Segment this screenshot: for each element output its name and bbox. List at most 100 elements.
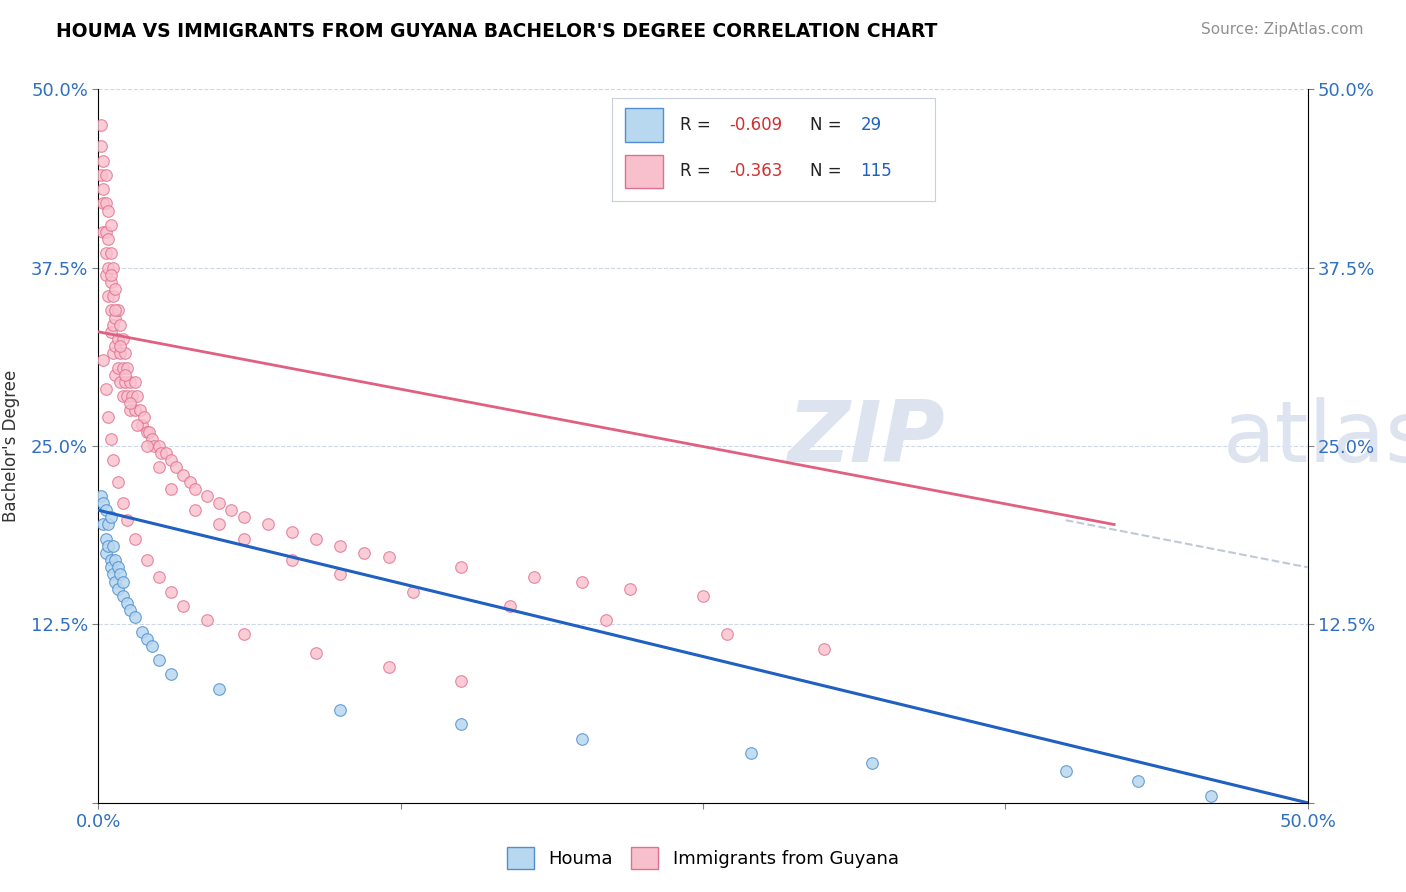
Point (141, 639, 163, 653)
Point (101, 318, 124, 332)
Point (97, 289, 120, 303)
Point (94, 503, 117, 517)
Point (135, 553, 157, 567)
Point (117, 513, 139, 527)
Point (94, 546, 117, 560)
Point (127, 417, 149, 432)
Point (150, 446, 173, 460)
Point (135, 425, 157, 439)
Point (91, 153, 114, 168)
Point (111, 332, 134, 346)
Point (232, 532, 254, 546)
Point (90, 489, 112, 503)
Point (107, 582, 129, 596)
Point (91, 353, 114, 368)
Point (117, 596, 139, 610)
Point (523, 570, 546, 584)
Point (571, 574, 593, 589)
Point (498, 599, 520, 613)
Point (160, 482, 183, 496)
Point (208, 496, 231, 510)
Point (595, 613, 617, 627)
Point (160, 667, 183, 681)
Point (740, 746, 762, 760)
Point (101, 539, 124, 553)
Point (97, 260, 120, 275)
Point (108, 375, 131, 389)
Point (155, 446, 177, 460)
Point (377, 550, 399, 565)
Point (104, 574, 127, 589)
Point (91, 517, 114, 532)
Point (131, 624, 153, 639)
Point (716, 627, 738, 641)
Point (107, 475, 129, 489)
Point (134, 410, 156, 425)
Point (148, 653, 170, 667)
Point (118, 375, 141, 389)
Point (256, 517, 278, 532)
Point (143, 439, 166, 453)
Point (281, 524, 304, 539)
Point (114, 346, 136, 360)
Point (111, 496, 134, 510)
Point (131, 417, 153, 432)
Point (450, 560, 472, 574)
Text: atlas: atlas (1223, 397, 1406, 481)
Point (104, 553, 127, 567)
Legend: Houma, Immigrants from Guyana: Houma, Immigrants from Guyana (501, 839, 905, 876)
Point (107, 303, 129, 318)
Point (208, 517, 231, 532)
Point (108, 318, 131, 332)
Point (94, 168, 117, 182)
Point (104, 339, 127, 353)
Point (91, 225, 114, 239)
Point (232, 627, 254, 641)
Point (329, 567, 352, 582)
Point (100, 432, 122, 446)
Point (619, 582, 641, 596)
Point (148, 460, 170, 475)
Point (100, 560, 122, 574)
Point (100, 268, 122, 282)
Point (100, 510, 122, 524)
Text: N =: N = (810, 162, 848, 180)
Point (118, 403, 141, 417)
Point (1199, 789, 1222, 803)
Point (101, 453, 124, 467)
Point (305, 532, 328, 546)
Point (160, 453, 183, 467)
Point (221, 503, 243, 517)
Point (184, 482, 207, 496)
Point (184, 503, 207, 517)
Point (118, 603, 141, 617)
Point (135, 632, 157, 646)
Point (124, 375, 146, 389)
Point (329, 539, 352, 553)
Text: R =: R = (679, 162, 716, 180)
Point (813, 641, 835, 656)
Point (91, 496, 114, 510)
Point (97, 410, 120, 425)
Point (208, 681, 231, 696)
Point (94, 196, 117, 211)
Point (97, 539, 120, 553)
Point (117, 360, 139, 375)
Point (305, 646, 328, 660)
Point (90, 139, 112, 153)
Point (111, 589, 134, 603)
Point (117, 389, 139, 403)
Point (860, 756, 883, 770)
Point (100, 303, 122, 318)
Point (90, 168, 112, 182)
Point (101, 346, 124, 360)
Point (353, 546, 375, 560)
Point (100, 325, 122, 339)
Point (450, 674, 472, 689)
Point (100, 553, 122, 567)
Point (94, 532, 117, 546)
Point (281, 553, 304, 567)
Point (141, 432, 163, 446)
Point (402, 584, 425, 599)
Point (329, 703, 352, 717)
